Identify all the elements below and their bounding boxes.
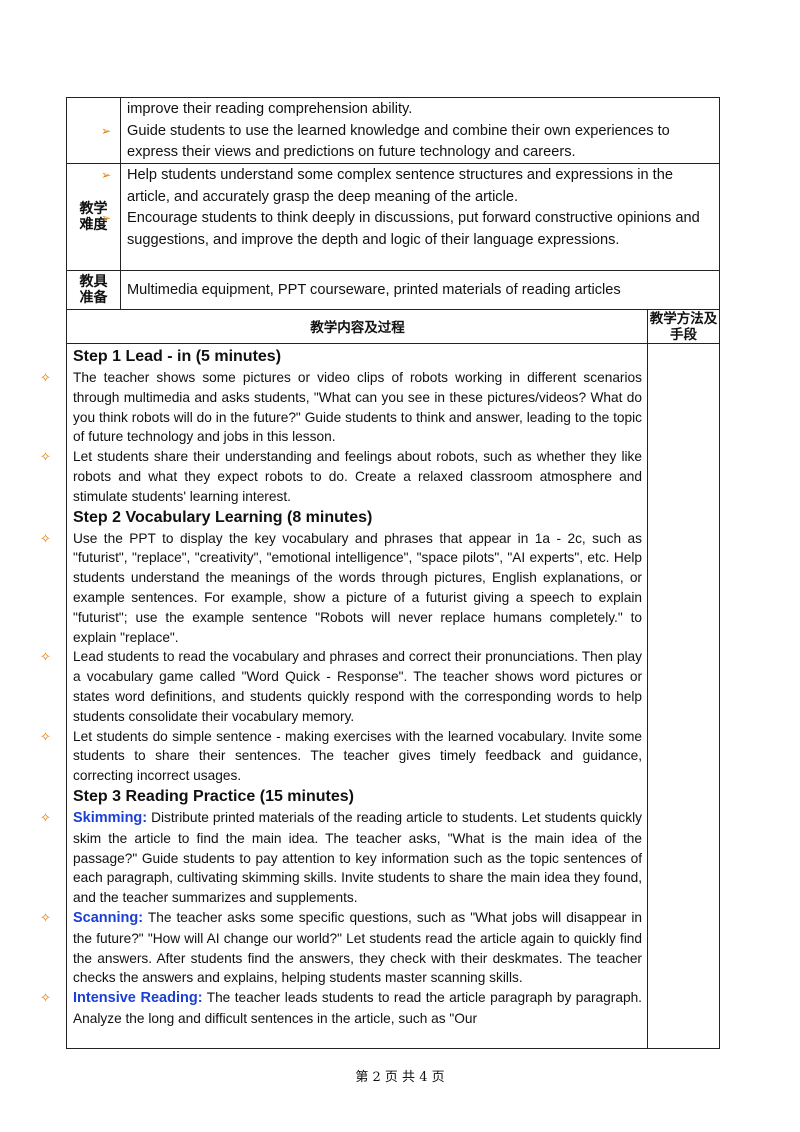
table-row: 教具准备 Multimedia equipment, PPT coursewar…: [67, 271, 719, 310]
item-text: Use the PPT to display the key vocabular…: [73, 530, 642, 645]
item-text: Distribute printed materials of the read…: [73, 809, 642, 906]
bullet-arrow: ➢: [101, 168, 112, 182]
row-content: Multimedia equipment, PPT courseware, pr…: [121, 271, 719, 309]
item-text: Help students understand some complex se…: [127, 167, 673, 205]
table-row: 教学内容及过程 教学方法及手段: [67, 310, 719, 344]
item-lead: Scanning:: [73, 909, 144, 926]
item-text: The teacher leads students to read the a…: [73, 990, 642, 1026]
table-row: Step 1 Lead - in (5 minutes) ✧ The teacher…: [40, 344, 719, 1048]
list-item: ✧ The teacher shows some pictures or vide…: [40, 368, 642, 447]
bullet-diamond: ✧: [40, 449, 51, 465]
list-item: ➢ Encourage students to think deeply in d…: [101, 208, 713, 251]
list-item: Multimedia equipment, PPT courseware, pr…: [127, 281, 621, 298]
list-item: ✧ Scanning: The teacher asks some specifi…: [40, 908, 642, 988]
step-title: Step 1 Lead - in (5 minutes): [73, 348, 282, 365]
list-item: ✧ Let students do simple sentence - makin…: [40, 727, 642, 786]
row-content: ➢ Help students understand some complex s…: [101, 164, 719, 270]
list-item: ➢ Help students understand some complex s…: [101, 165, 713, 208]
bullet-arrow: ➢: [101, 211, 112, 226]
list-item: improve their reading comprehension abil…: [127, 101, 413, 117]
bullet-diamond: ✧: [40, 909, 51, 925]
item-text: Encourage students to think deeply in di…: [127, 210, 700, 248]
lesson-table: improve their reading comprehension abil…: [40, 97, 720, 1049]
item-text: The teacher shows some pictures or video…: [73, 370, 642, 445]
item-lead: Intensive Reading:: [73, 990, 203, 1007]
item-text: Guide students to use the learned knowle…: [127, 122, 670, 161]
step-title: Step 3 Reading Practice (15 minutes): [73, 787, 354, 805]
row-label: 教具准备: [67, 271, 121, 309]
list-item: ✧ Lead students to read the vocabulary an…: [40, 647, 642, 726]
list-item: ➢ Guide students to use the learned knowl…: [101, 121, 713, 164]
bullet-diamond: ✧: [40, 370, 51, 385]
table-row: improve their reading comprehension abil…: [67, 98, 719, 164]
bullet-diamond: ✧: [40, 990, 51, 1006]
bullet-diamond: ✧: [40, 530, 51, 546]
item-text: Let students share their understanding a…: [73, 449, 642, 504]
row-label: 教学难度: [67, 164, 121, 270]
section-header: 教学内容及过程: [67, 310, 648, 343]
bullet-diamond: ✧: [40, 649, 51, 665]
table-row: 教学难度 ➢ Help students understand some comp…: [67, 164, 719, 271]
method-header: 教学方法及手段: [649, 310, 718, 343]
list-item: ✧ Intensive Reading: The teacher leads st…: [40, 988, 642, 1029]
step-title: Step 2 Vocabulary Learning (8 minutes): [73, 508, 373, 526]
method-cell: [648, 344, 719, 1048]
page-footer: 第 2 页 共 4 页: [355, 1070, 445, 1085]
item-text: Let students do simple sentence - making…: [73, 728, 642, 784]
bullet-diamond: ✧: [40, 728, 51, 744]
item-text: Lead students to read the vocabulary and…: [73, 649, 642, 724]
list-item: ✧ Skimming: Distribute printed materials …: [40, 808, 642, 908]
list-item: ✧ Let students share their understanding …: [40, 447, 642, 506]
item-lead: Skimming:: [73, 809, 148, 826]
item-text: The teacher asks some specific questions…: [73, 909, 642, 986]
bullet-arrow: ➢: [101, 123, 112, 138]
list-item: ✧ Use the PPT to display the key vocabula…: [40, 529, 642, 648]
bullet-diamond: ✧: [40, 809, 51, 825]
row-content: improve their reading comprehension abil…: [101, 98, 719, 164]
row-label: [67, 98, 121, 163]
lesson-steps: Step 1 Lead - in (5 minutes) ✧ The teacher…: [40, 344, 648, 1048]
